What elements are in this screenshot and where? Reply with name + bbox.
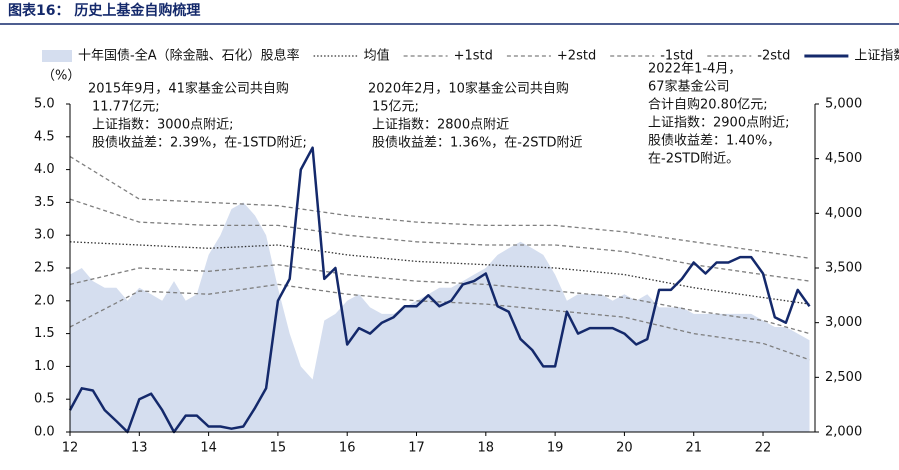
series-line — [69, 241, 810, 305]
y2-tick-label: 4,000 — [825, 206, 862, 221]
annotation: 上证指数：3000点附近; — [92, 118, 233, 133]
legend-label: -2std — [757, 49, 790, 64]
y2-tick-label: 2,000 — [825, 425, 862, 440]
annotation: 上证指数：2800点附近 — [372, 118, 509, 133]
legend-swatch — [42, 50, 72, 62]
y2-tick-label: 3,000 — [825, 315, 862, 330]
annotation: 2020年2月，10家基金公司共自购 — [368, 81, 569, 97]
y-tick-label: 2.5 — [34, 261, 55, 276]
y-tick-label: 4.0 — [34, 162, 55, 177]
x-tick-label: 18 — [478, 441, 495, 456]
annotation: 股债收益差：1.40%， — [648, 134, 780, 149]
x-tick-label: 13 — [131, 441, 148, 456]
legend-label: -1std — [660, 49, 693, 64]
x-tick-label: 21 — [685, 441, 702, 456]
annotation: 股债收益差：1.36%，在-2STD附近 — [372, 136, 582, 151]
series-line — [69, 283, 810, 361]
y2-tick-label: 2,500 — [825, 370, 862, 385]
x-tick-label: 17 — [408, 441, 425, 456]
annotation: 11.77亿元; — [92, 100, 160, 115]
y-tick-label: 1.0 — [34, 359, 55, 374]
legend-label: 上证指数（右） — [854, 49, 899, 64]
x-tick-label: 16 — [339, 441, 356, 456]
series-line — [68, 146, 811, 434]
legend-label: +1std — [454, 49, 493, 64]
x-tick-label: 15 — [270, 441, 287, 456]
series-line — [69, 155, 810, 259]
annotation: 股债收益差：2.39%，在-1STD附近; — [92, 136, 307, 151]
legend-label: +2std — [557, 49, 596, 64]
legend-label: 十年国债-全A（除金融、石化）股息率 — [78, 48, 300, 64]
y-tick-label: 3.5 — [34, 195, 55, 210]
annotation: 上证指数：2900点附近; — [648, 116, 789, 131]
y-axis-label: （%） — [42, 69, 80, 84]
series-line — [69, 264, 810, 335]
annotation: 15亿元; — [372, 100, 419, 115]
y2-tick-label: 4,500 — [825, 151, 862, 166]
x-tick-label: 12 — [62, 441, 79, 456]
x-tick-label: 14 — [200, 441, 217, 456]
y-tick-label: 2.0 — [34, 293, 55, 308]
annotation: 2015年9月，41家基金公司共自购 — [88, 81, 289, 97]
annotation: 在-2STD附近。 — [648, 152, 739, 167]
y2-tick-label: 3,500 — [825, 261, 862, 276]
y-tick-label: 4.5 — [34, 129, 55, 144]
y-tick-label: 3.0 — [34, 228, 55, 243]
legend-label: 均值 — [364, 48, 390, 64]
annotation: 合计自购20.80亿元; — [648, 97, 768, 113]
y-tick-label: 1.5 — [34, 326, 55, 341]
y-tick-label: 0.0 — [34, 425, 55, 440]
series-line — [69, 198, 810, 282]
y-tick-label: 0.5 — [34, 392, 55, 407]
x-tick-label: 22 — [755, 441, 772, 456]
y2-tick-label: 5,000 — [825, 97, 862, 112]
area — [70, 202, 810, 432]
x-tick-label: 19 — [547, 441, 564, 456]
annotation: 2022年1-4月， — [648, 62, 741, 77]
y-tick-label: 5.0 — [34, 97, 55, 112]
x-tick-label: 20 — [616, 441, 633, 456]
chart-title: 图表16： 历史上基金自购梳理 — [8, 2, 200, 19]
annotation: 67家基金公司 — [648, 79, 730, 95]
